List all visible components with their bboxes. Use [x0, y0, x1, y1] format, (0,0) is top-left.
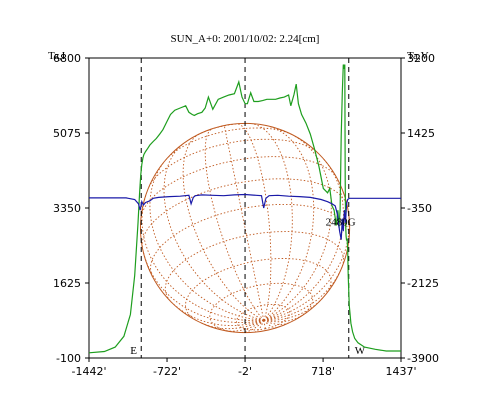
longitude-line: [223, 125, 265, 321]
x-tick-label: 718': [311, 365, 335, 378]
annotations: 2480G: [326, 216, 356, 228]
latitude-line: [141, 178, 348, 248]
longitude-line: [142, 251, 264, 324]
right-tick-label: 3200: [407, 52, 435, 65]
longitude-line: [241, 319, 265, 333]
right-tick-label: -350: [407, 202, 432, 215]
left-tick-label: 5075: [53, 127, 81, 140]
chart-title: SUN_A+0: 2001/10/02: 2.24[cm]: [171, 33, 320, 45]
longitude-line: [263, 319, 290, 325]
series-lines: [88, 64, 401, 354]
limb-marker-label: E: [130, 345, 137, 357]
longitude-line: [263, 135, 332, 321]
latitude-line: [148, 138, 318, 188]
left-tick-label: 6800: [53, 52, 81, 65]
longitude-line: [163, 143, 264, 321]
longitude-line: [263, 314, 303, 323]
latitude-line: [185, 258, 332, 321]
x-tick-label: -2': [238, 365, 252, 378]
x-tick-label: -722': [153, 365, 181, 378]
longitude-line: [182, 134, 265, 321]
left-axis-label: Ta,I: [48, 50, 66, 62]
x-tick-label: -1442': [72, 365, 107, 378]
axis-ticks: -1442' -722' -2' 718' 1437' -100 1625 3350 5075 6…: [53, 52, 439, 378]
latitude-line: [150, 203, 350, 277]
longitude-line: [204, 128, 265, 321]
longitude-line: [263, 297, 324, 321]
latitude-line: [164, 231, 344, 302]
latitude-line: [140, 156, 337, 217]
polarization-series-line: [89, 193, 401, 240]
longitude-line: [236, 123, 272, 321]
x-tick-label: 1437': [385, 365, 416, 378]
left-tick-label: -100: [56, 352, 81, 365]
longitude-line: [263, 266, 343, 321]
longitude-line: [149, 162, 264, 321]
longitude-line: [199, 319, 264, 330]
left-tick-label: 1625: [53, 277, 81, 290]
longitude-line: [263, 158, 344, 321]
right-tick-label: -2125: [407, 277, 439, 290]
left-tick-label: 3350: [53, 202, 81, 215]
longitude-line: [170, 301, 264, 326]
annotation-label: 2480G: [326, 216, 356, 228]
limb-marker-label: W: [355, 345, 366, 357]
longitude-line: [252, 123, 293, 321]
intensity-series-line: [88, 64, 401, 354]
right-tick-label: 1425: [407, 127, 435, 140]
longitude-line: [263, 125, 315, 321]
right-axis-label: Ta,V: [407, 50, 429, 62]
right-tick-label: -3900: [407, 352, 439, 365]
longitude-line: [263, 320, 267, 331]
